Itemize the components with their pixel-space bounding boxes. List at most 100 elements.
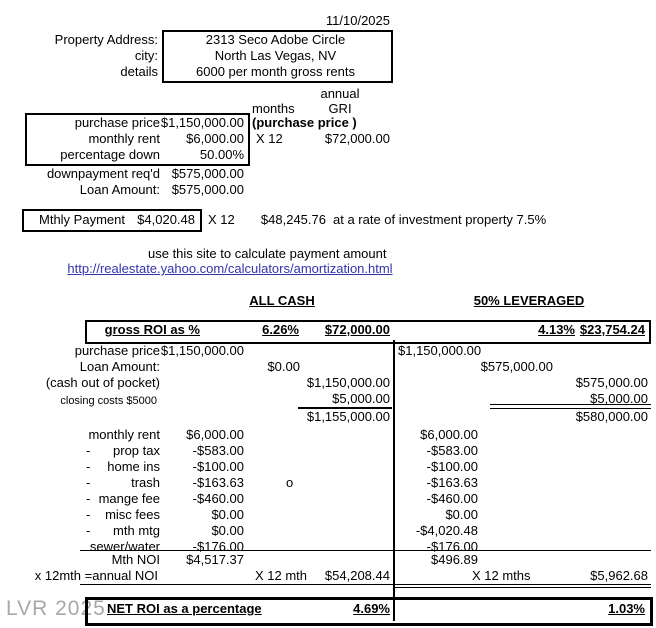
expense-cash: $0.00: [211, 523, 244, 538]
expense-lev: $6,000.00: [420, 427, 478, 442]
percentage-down-label: percentage down: [60, 147, 160, 162]
purchase-price-cash: $1,150,000.00: [160, 343, 244, 358]
downpayment-label: downpayment req'd: [46, 166, 160, 181]
lvr-watermark: LVR 2025: [6, 597, 106, 620]
annual-noi-cash: $54,208.44: [324, 568, 390, 583]
mthly-payment-value: $4,020.48: [137, 212, 195, 227]
date-value: 11/10/2025: [325, 13, 390, 28]
expense-lev: -$460.00: [426, 491, 478, 506]
purchase-price-value: $1,150,000.00: [160, 115, 244, 130]
months-header: months: [252, 101, 295, 116]
closing-costs-label: closing costs $5000: [60, 395, 157, 407]
annual-noi-lev: $5,962.68: [590, 568, 648, 583]
expense-lev: -$4,020.48: [415, 523, 478, 538]
loan-lev: $575,000.00: [480, 359, 553, 374]
property-address-label: Property Address:: [54, 32, 158, 47]
property-city-value: North Las Vegas, NV: [214, 48, 337, 63]
payment-x12: X 12: [208, 212, 235, 227]
percentage-down-value: 50.00%: [199, 147, 244, 162]
table-purchase-price-label: purchase price: [74, 343, 160, 358]
table-loan-label: Loan Amount:: [79, 359, 160, 374]
expense-cash: -$460.00: [192, 491, 244, 506]
annual-payment-value: $48,245.76: [260, 212, 326, 227]
city-label: city:: [134, 48, 158, 63]
gross-roi-box: [85, 320, 651, 344]
net-roi-cash: 4.69%: [353, 601, 390, 616]
gross-roi-lev-pct: 4.13%: [538, 322, 575, 337]
annual-noi-rule-double: [393, 587, 651, 588]
cash-out-lev: $575,000.00: [575, 375, 648, 390]
gross-roi-cash-pct: 6.26%: [262, 322, 299, 337]
column-divider-line: [393, 340, 395, 621]
expense-label: monthly rent: [88, 427, 160, 442]
cash-total-rule: [298, 407, 392, 409]
net-roi-box: [85, 597, 653, 626]
expense-cash: -$163.63: [192, 475, 244, 490]
expense-dash: -: [86, 459, 91, 474]
lev-total-rule-top: [490, 404, 651, 405]
closing-costs-cash: $5,000.00: [332, 391, 390, 406]
expense-dash: -: [86, 507, 91, 522]
all-cash-header: ALL CASH: [249, 293, 315, 308]
loan-cash: $0.00: [267, 359, 300, 374]
expense-cash: -$100.00: [192, 459, 244, 474]
mth-noi-rule: [80, 550, 651, 551]
expense-lev: -$100.00: [426, 459, 478, 474]
annual-noi-x12-lev: X 12 mths: [472, 568, 531, 583]
monthly-rent-label: monthly rent: [88, 131, 160, 146]
expense-dash: -: [86, 491, 91, 506]
gross-roi-cash-amt: $72,000.00: [324, 322, 390, 337]
lev-total-rule-bottom: [490, 408, 651, 409]
mthly-payment-box: [22, 209, 202, 232]
expense-lev: -$583.00: [426, 443, 478, 458]
property-details-value: 6000 per month gross rents: [196, 64, 355, 79]
purchase-price-note: (purchase price ): [252, 115, 357, 130]
purchase-price-label: purchase price: [74, 115, 160, 130]
expense-cash: $0.00: [211, 507, 244, 522]
details-label: details: [120, 64, 158, 79]
amortization-link[interactable]: http://realestate.yahoo.com/calculators/…: [67, 261, 393, 276]
cash-out-cash: $1,150,000.00: [306, 375, 390, 390]
annual-noi-label: x 12mth =annual NOI: [34, 568, 158, 583]
mth-noi-label: Mth NOI: [111, 552, 160, 567]
purchase-price-lev: $1,150,000.00: [398, 343, 482, 358]
closing-costs-lev: $5,000.00: [590, 391, 648, 406]
annual-noi-x12-cash: X 12 mth: [255, 568, 308, 583]
expense-lev: -$163.63: [426, 475, 478, 490]
rate-note: at a rate of investment property 7.5%: [333, 212, 547, 227]
total-lev: $580,000.00: [575, 409, 648, 424]
gri-header: GRI: [328, 101, 352, 116]
mth-noi-cash: $4,517.37: [186, 552, 244, 567]
expense-label: trash: [131, 475, 160, 490]
property-address-value: 2313 Seco Adobe Circle: [205, 32, 346, 47]
gross-roi-label: gross ROI as %: [104, 322, 200, 337]
downpayment-value: $575,000.00: [171, 166, 244, 181]
site-note: use this site to calculate payment amoun…: [148, 246, 387, 261]
annual-header: annual: [320, 86, 360, 101]
net-roi-lev: 1.03%: [608, 601, 645, 616]
property-box: [162, 30, 393, 83]
expense-cash: $6,000.00: [186, 427, 244, 442]
expense-dash: -: [86, 443, 91, 458]
expense-lev: $0.00: [445, 507, 478, 522]
mthly-payment-label: Mthly Payment: [39, 212, 125, 227]
expense-dash: -: [86, 523, 91, 538]
expense-label: misc fees: [105, 507, 160, 522]
expense-label: mth mtg: [113, 523, 160, 538]
annual-noi-rule: [80, 584, 651, 585]
monthly-rent-value: $6,000.00: [186, 131, 244, 146]
loan-amount-label: Loan Amount:: [79, 182, 160, 197]
expense-cash: -$583.00: [192, 443, 244, 458]
leveraged-header: 50% LEVERAGED: [473, 293, 585, 308]
cash-out-label: (cash out of pocket): [45, 375, 160, 390]
expense-extra-note: o: [286, 475, 294, 490]
x12-months: X 12: [256, 131, 283, 146]
mth-noi-lev: $496.89: [431, 552, 478, 567]
expense-dash: -: [86, 475, 91, 490]
expense-label: prop tax: [113, 443, 160, 458]
total-cash: $1,155,000.00: [306, 409, 390, 424]
annual-gri-value: $72,000.00: [324, 131, 390, 146]
expense-label: mange fee: [98, 491, 160, 506]
net-roi-label: NET ROI as a percentage: [107, 601, 262, 616]
